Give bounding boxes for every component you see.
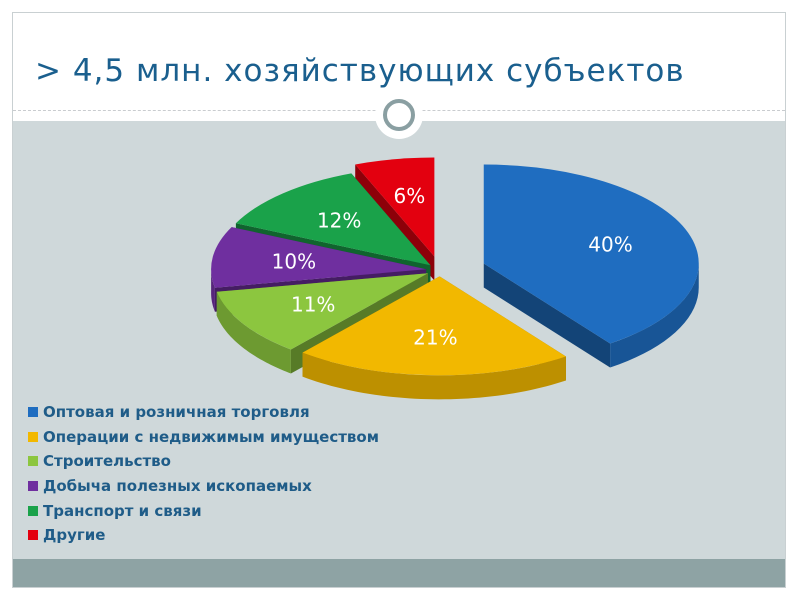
pie-slice-4 (235, 173, 431, 266)
pie-data-label: 10% (272, 250, 316, 274)
pie-slice-2 (216, 273, 428, 350)
pie-data-label: 6% (394, 184, 426, 208)
legend-label: Операции с недвижимым имуществом (43, 427, 379, 446)
pie-slice-3 (211, 227, 427, 288)
pie-data-label: 11% (291, 292, 335, 316)
legend-label: Другие (43, 526, 106, 545)
pie-slice-rim-2 (216, 291, 291, 374)
legend-label: Транспорт и связи (43, 501, 202, 520)
pie-slice-wall-0-1 (483, 263, 611, 368)
legend-item: Добыча полезных ископаемых (28, 474, 379, 499)
legend-item: Строительство (28, 449, 379, 474)
pie-slice-5 (355, 157, 435, 257)
legend-label: Добыча полезных ископаемых (43, 477, 312, 496)
legend-item: Операции с недвижимым имуществом (28, 425, 379, 450)
legend-swatch (28, 481, 38, 492)
pie-data-labels: 40% 21% 11% 10%12% 6% (272, 184, 633, 350)
footer-bar (13, 559, 785, 587)
legend-swatch (28, 407, 38, 418)
pie-slice-rim-1 (302, 352, 566, 400)
pie-data-label: 21% (413, 326, 457, 350)
pie-slice-1 (302, 276, 566, 376)
circle-decoration-icon (375, 91, 423, 139)
pie-data-label: 12% (317, 209, 361, 233)
legend-label: Строительство (43, 452, 171, 471)
pie-slice-tops (211, 157, 699, 376)
legend-swatch (28, 505, 38, 516)
slide-title: > 4,5 млн. хозяйствующих субъектов (35, 53, 685, 89)
legend-item: Оптовая и розничная торговля (28, 400, 379, 425)
legend-item: Транспорт и связи (28, 498, 379, 523)
legend-swatch (28, 456, 38, 467)
chart-legend: Оптовая и розничная торговля Операции с н… (28, 400, 379, 548)
pie-slice-0 (483, 164, 699, 344)
pie-slice-rim-0 (610, 263, 699, 368)
legend-label: Оптовая и розничная торговля (43, 403, 310, 422)
legend-swatch (28, 431, 38, 442)
pie-data-label: 40% (588, 233, 632, 257)
legend-swatch (28, 530, 38, 541)
legend-item: Другие (28, 523, 379, 548)
pie-slice-rim-3 (211, 268, 215, 312)
